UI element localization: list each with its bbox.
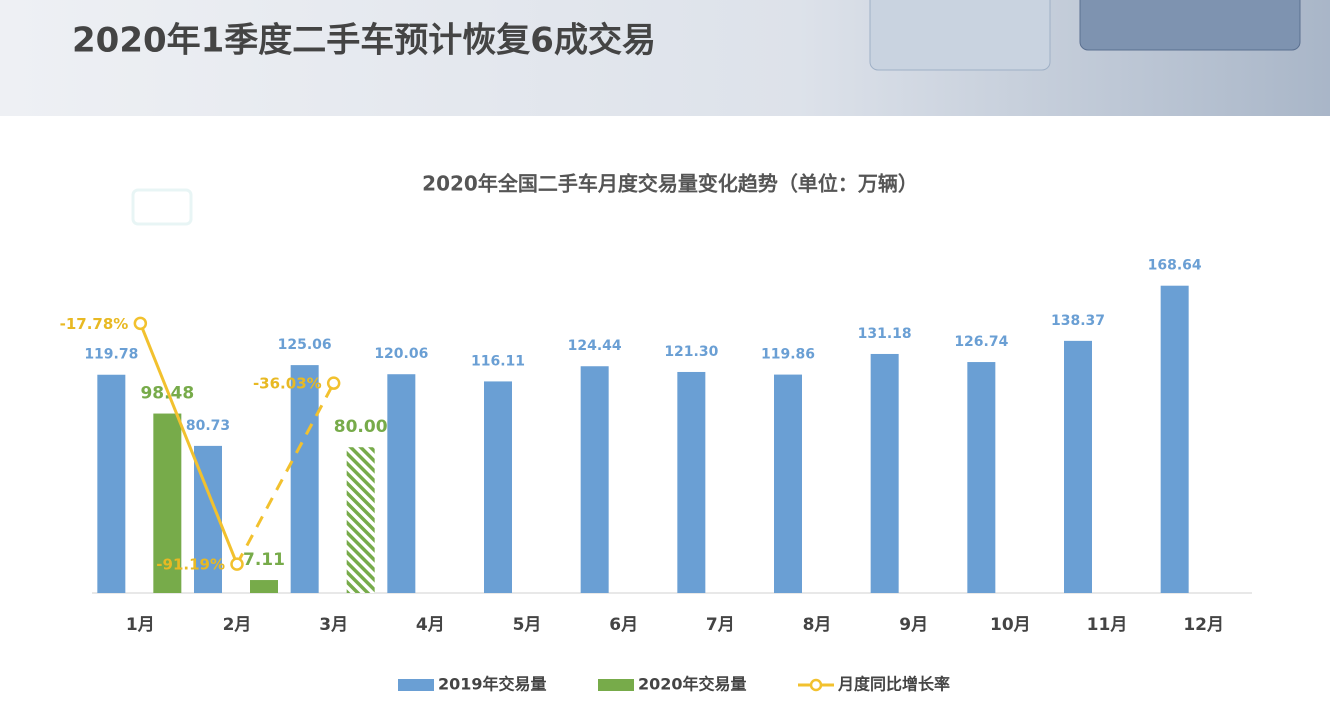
bar — [153, 413, 182, 593]
value-label: 80.73 — [186, 418, 230, 434]
value-label: 124.44 — [568, 338, 622, 354]
x-tick-label: 9月 — [899, 615, 928, 635]
legend-label: 月度同比增长率 — [837, 675, 950, 694]
line-point — [230, 557, 244, 571]
bar — [967, 362, 996, 593]
value-label: 125.06 — [278, 337, 332, 353]
x-tick-label: 3月 — [319, 615, 348, 635]
legend-swatch — [398, 679, 434, 691]
bar — [580, 366, 609, 593]
x-tick-label: 10月 — [990, 615, 1031, 635]
value-label: 126.74 — [954, 334, 1008, 350]
value-label: 168.64 — [1148, 258, 1202, 274]
line-point — [133, 316, 148, 331]
legend-swatch — [809, 678, 823, 692]
value-label: 138.37 — [1051, 313, 1105, 329]
x-tick-label: 11月 — [1087, 615, 1128, 635]
value-label: 119.78 — [84, 347, 138, 363]
slide-title: 2020年1季度二手车预计恢复6成交易 — [72, 21, 656, 61]
bar — [1064, 340, 1092, 593]
value-label: 7.11 — [243, 550, 285, 570]
decor-thumb — [131, 188, 193, 226]
bar — [677, 371, 706, 593]
legend-label: 2019年交易量 — [438, 675, 547, 694]
x-tick-label: 4月 — [416, 615, 445, 635]
bar — [870, 353, 899, 593]
x-tick-label: 7月 — [706, 615, 735, 635]
decor-cube — [869, 0, 1051, 71]
chart-title: 2020年全国二手车月度交易量变化趋势（单位：万辆） — [422, 172, 918, 196]
value-label: -17.78% — [60, 315, 129, 333]
legend-label: 2020年交易量 — [638, 675, 747, 694]
line-point — [326, 376, 341, 390]
value-label: 116.11 — [471, 353, 525, 369]
x-tick-label: 1月 — [126, 615, 155, 635]
decor-cube — [1079, 0, 1301, 51]
x-tick-label: 2月 — [223, 615, 252, 635]
x-tick-label: 5月 — [513, 615, 542, 635]
bar — [774, 374, 802, 593]
bar — [346, 447, 375, 593]
value-label: 80.00 — [334, 417, 388, 437]
value-label: 121.30 — [664, 344, 718, 360]
x-tick-label: 8月 — [803, 615, 832, 635]
legend-swatch — [598, 679, 634, 691]
value-label: -91.19% — [156, 556, 225, 574]
line-segment — [235, 382, 335, 565]
bar — [97, 374, 126, 593]
value-label: 119.86 — [761, 347, 815, 363]
x-tick-label: 12月 — [1183, 615, 1224, 635]
x-tick-label: 6月 — [609, 615, 638, 635]
value-label: -36.03% — [253, 375, 322, 393]
bar — [250, 580, 278, 593]
value-label: 131.18 — [858, 326, 912, 342]
value-label: 120.06 — [374, 346, 428, 362]
bar — [1160, 285, 1189, 593]
bar — [387, 374, 416, 593]
line-segment — [138, 322, 239, 565]
bar — [484, 381, 512, 593]
bar — [290, 365, 319, 593]
